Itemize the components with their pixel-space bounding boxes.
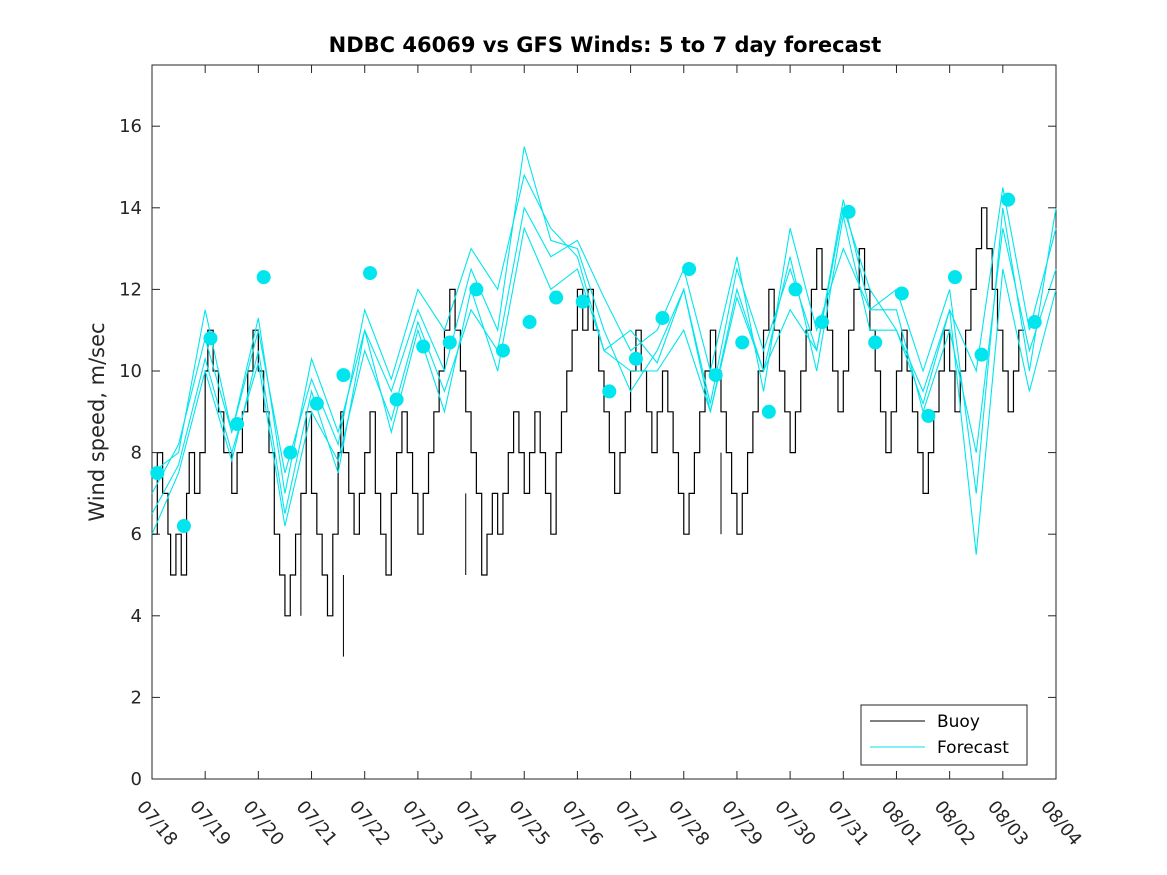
- y-axis-label: Wind speed, m/sec: [85, 322, 109, 521]
- forecast-line: [151, 146, 1057, 494]
- forecast-markers: [150, 192, 1042, 534]
- forecast-marker: [1027, 315, 1042, 330]
- forecast-marker: [363, 266, 378, 281]
- forecast-marker: [442, 335, 457, 350]
- forecast-marker: [549, 290, 564, 305]
- x-tick-label: 07/26: [558, 797, 607, 850]
- forecast-marker: [974, 347, 989, 362]
- forecast-marker: [628, 351, 643, 366]
- forecast-marker: [947, 270, 962, 285]
- y-axis: 0 2 4 6 8 10 12 14 16: [119, 116, 1056, 790]
- y-tick-label: 2: [131, 687, 142, 708]
- x-tick-label: 07/28: [664, 797, 713, 850]
- x-tick-label: 08/03: [983, 797, 1032, 850]
- forecast-series: [151, 146, 1057, 555]
- x-tick-label: 07/29: [717, 797, 766, 850]
- y-tick-label: 12: [119, 279, 142, 300]
- forecast-marker: [256, 270, 271, 285]
- forecast-marker: [815, 315, 830, 330]
- legend: Buoy Forecast: [860, 704, 1028, 766]
- forecast-marker: [230, 417, 245, 432]
- y-tick-label: 6: [131, 524, 142, 545]
- x-tick-label: 07/18: [132, 797, 181, 850]
- forecast-line: [151, 215, 1057, 555]
- forecast-marker: [203, 331, 218, 346]
- y-tick-label: 0: [131, 769, 142, 790]
- legend-box: [860, 704, 1028, 766]
- forecast-marker: [416, 339, 431, 354]
- x-tick-label: 07/31: [823, 797, 872, 850]
- y-tick-label: 8: [131, 443, 142, 464]
- forecast-marker: [150, 466, 165, 480]
- forecast-marker: [336, 368, 351, 383]
- forecast-marker: [283, 445, 298, 460]
- y-tick-label: 16: [119, 116, 142, 137]
- forecast-line: [151, 206, 1057, 527]
- forecast-marker: [682, 262, 697, 276]
- forecast-marker: [894, 286, 909, 301]
- forecast-marker: [602, 384, 617, 399]
- forecast-marker: [1001, 192, 1016, 207]
- forecast-marker: [735, 335, 750, 350]
- x-tick-label: 07/24: [451, 797, 500, 850]
- forecast-marker: [522, 315, 537, 330]
- x-tick-label: 07/21: [292, 797, 341, 850]
- x-tick-label: 07/22: [345, 797, 394, 850]
- forecast-marker: [841, 204, 856, 219]
- forecast-marker: [655, 310, 670, 325]
- x-tick-label: 08/04: [1036, 797, 1085, 850]
- forecast-marker: [708, 368, 723, 383]
- forecast-marker: [575, 294, 590, 309]
- buoy-series: [152, 207, 1025, 657]
- forecast-marker: [761, 404, 776, 419]
- x-tick-label: 07/23: [398, 797, 447, 850]
- chart-title: NDBC 46069 vs GFS Winds: 5 to 7 day fore…: [329, 33, 882, 57]
- plot-area: [150, 64, 1057, 780]
- forecast-marker: [309, 396, 324, 411]
- forecast-marker: [389, 392, 404, 407]
- x-tick-label: 07/19: [185, 797, 234, 850]
- x-tick-label: 08/02: [930, 797, 979, 850]
- legend-forecast-label: Forecast: [937, 738, 1009, 758]
- x-tick-label: 07/25: [504, 797, 553, 850]
- axes-box: [151, 64, 1057, 780]
- y-tick-label: 4: [131, 606, 142, 627]
- y-tick-label: 10: [119, 361, 142, 382]
- forecast-marker: [469, 282, 484, 297]
- buoy-line: [152, 207, 1025, 617]
- legend-buoy-label: Buoy: [937, 712, 980, 732]
- y-tick-label: 14: [119, 198, 142, 219]
- forecast-marker: [176, 519, 191, 534]
- x-tick-label: 07/20: [239, 797, 288, 850]
- forecast-marker: [868, 335, 883, 350]
- x-tick-label: 07/27: [611, 797, 660, 850]
- forecast-marker: [788, 282, 803, 297]
- x-tick-label: 07/30: [770, 797, 819, 850]
- forecast-marker: [495, 343, 510, 358]
- forecast-marker: [921, 408, 936, 423]
- x-tick-label: 08/01: [877, 797, 926, 850]
